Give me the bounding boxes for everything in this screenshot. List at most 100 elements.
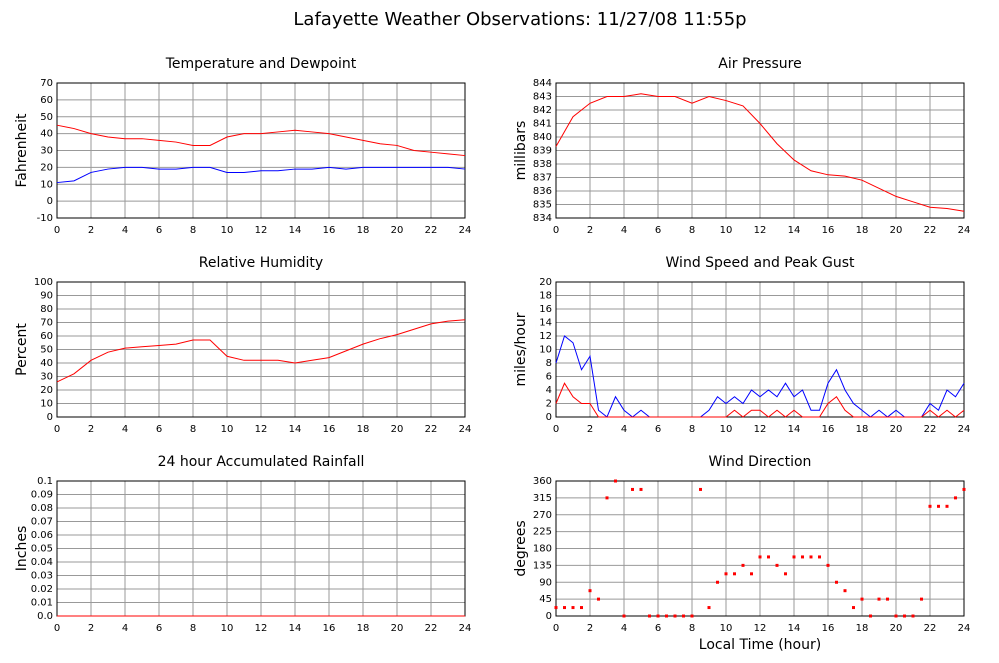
x-tick-label: 8 xyxy=(190,424,196,435)
data-point xyxy=(801,555,804,559)
x-tick-label: 18 xyxy=(856,225,869,236)
y-tick-label: 270 xyxy=(533,510,552,521)
data-point xyxy=(962,487,966,491)
y-tick-label: 835 xyxy=(533,200,552,211)
chart-title: Wind Speed and Peak Gust xyxy=(666,255,855,271)
y-axis-label: Inches xyxy=(14,526,30,571)
y-tick-label: 40 xyxy=(40,129,53,140)
data-point xyxy=(767,555,770,559)
x-tick-label: 6 xyxy=(655,424,661,435)
x-tick-label: 10 xyxy=(221,623,234,634)
y-tick-label: 0.07 xyxy=(31,517,53,528)
data-point xyxy=(945,504,949,508)
data-point xyxy=(750,572,753,576)
y-tick-label: 60 xyxy=(40,331,53,342)
data-point xyxy=(614,479,617,483)
data-point xyxy=(724,572,728,576)
y-tick-label: 20 xyxy=(539,277,552,288)
data-point xyxy=(707,606,711,610)
y-tick-label: 0 xyxy=(546,412,552,423)
y-tick-label: 837 xyxy=(533,173,552,184)
x-tick-label: 18 xyxy=(856,424,869,435)
y-tick-label: 50 xyxy=(40,345,53,356)
x-tick-label: 6 xyxy=(655,623,661,634)
data-point xyxy=(784,572,787,576)
data-point xyxy=(665,614,668,618)
x-tick-label: 8 xyxy=(689,424,695,435)
data-point xyxy=(826,563,830,567)
y-tick-label: 90 xyxy=(40,291,53,302)
x-tick-label: 14 xyxy=(788,623,801,634)
y-axis-label: Percent xyxy=(14,323,30,376)
y-tick-label: 20 xyxy=(40,162,53,173)
y-tick-label: 315 xyxy=(533,493,552,504)
data-point xyxy=(775,563,779,567)
x-tick-label: 24 xyxy=(958,424,971,435)
y-tick-label: 10 xyxy=(40,179,53,190)
x-tick-label: 22 xyxy=(425,623,438,634)
data-point xyxy=(563,606,566,610)
x-tick-label: 12 xyxy=(754,225,767,236)
data-point xyxy=(699,487,702,491)
x-tick-label: 4 xyxy=(122,424,128,435)
x-tick-label: 4 xyxy=(621,225,627,236)
x-tick-label: 10 xyxy=(720,424,733,435)
y-tick-label: 80 xyxy=(40,304,53,315)
data-point xyxy=(843,589,847,593)
data-point xyxy=(656,614,660,618)
x-tick-label: 10 xyxy=(720,225,733,236)
x-tick-label: 16 xyxy=(822,623,835,634)
y-tick-label: 360 xyxy=(533,476,552,487)
data-point xyxy=(809,555,813,559)
chart-title: 24 hour Accumulated Rainfall xyxy=(158,454,365,470)
data-point xyxy=(673,614,677,618)
x-tick-label: 4 xyxy=(621,424,627,435)
x-tick-label: 18 xyxy=(856,623,869,634)
y-tick-label: 180 xyxy=(533,544,552,555)
y-axis-label: miles/hour xyxy=(513,312,529,386)
y-tick-label: 844 xyxy=(533,78,552,89)
y-tick-label: 841 xyxy=(533,119,552,130)
x-tick-label: 16 xyxy=(822,424,835,435)
x-tick-label: 12 xyxy=(754,623,767,634)
y-tick-label: 10 xyxy=(40,399,53,410)
y-tick-label: 0.04 xyxy=(31,557,53,568)
data-line xyxy=(56,124,466,157)
y-tick-label: 45 xyxy=(539,594,552,605)
x-tick-label: 8 xyxy=(190,225,196,236)
x-tick-label: 6 xyxy=(156,424,162,435)
y-tick-label: 90 xyxy=(539,577,552,588)
data-point xyxy=(648,614,651,618)
y-tick-label: 50 xyxy=(40,112,53,123)
y-tick-label: 100 xyxy=(34,277,53,288)
data-point xyxy=(682,614,685,618)
data-point xyxy=(928,504,932,508)
x-tick-label: 2 xyxy=(587,623,593,634)
y-tick-label: 18 xyxy=(539,291,552,302)
x-tick-label: 22 xyxy=(924,225,937,236)
y-tick-label: 40 xyxy=(40,358,53,369)
chart-title: Relative Humidity xyxy=(199,255,323,271)
y-tick-label: 0.09 xyxy=(31,490,53,501)
x-tick-label: 20 xyxy=(890,225,903,236)
data-point xyxy=(920,597,923,601)
y-tick-label: 0.03 xyxy=(31,571,53,582)
x-tick-label: 20 xyxy=(391,623,404,634)
x-tick-label: 20 xyxy=(391,225,404,236)
data-point xyxy=(911,614,915,618)
data-line xyxy=(555,335,965,418)
y-tick-label: 8 xyxy=(546,358,552,369)
x-tick-label: 12 xyxy=(255,225,268,236)
y-tick-label: 70 xyxy=(40,318,53,329)
x-tick-label: 8 xyxy=(689,623,695,634)
y-tick-label: 0 xyxy=(546,611,552,622)
y-tick-label: 836 xyxy=(533,186,552,197)
data-point xyxy=(860,597,864,601)
y-axis-label: millibars xyxy=(513,121,529,181)
x-tick-label: 22 xyxy=(924,623,937,634)
page-title: Lafayette Weather Observations: 11/27/08… xyxy=(293,9,746,30)
data-point xyxy=(741,563,745,567)
x-tick-label: 10 xyxy=(221,225,234,236)
